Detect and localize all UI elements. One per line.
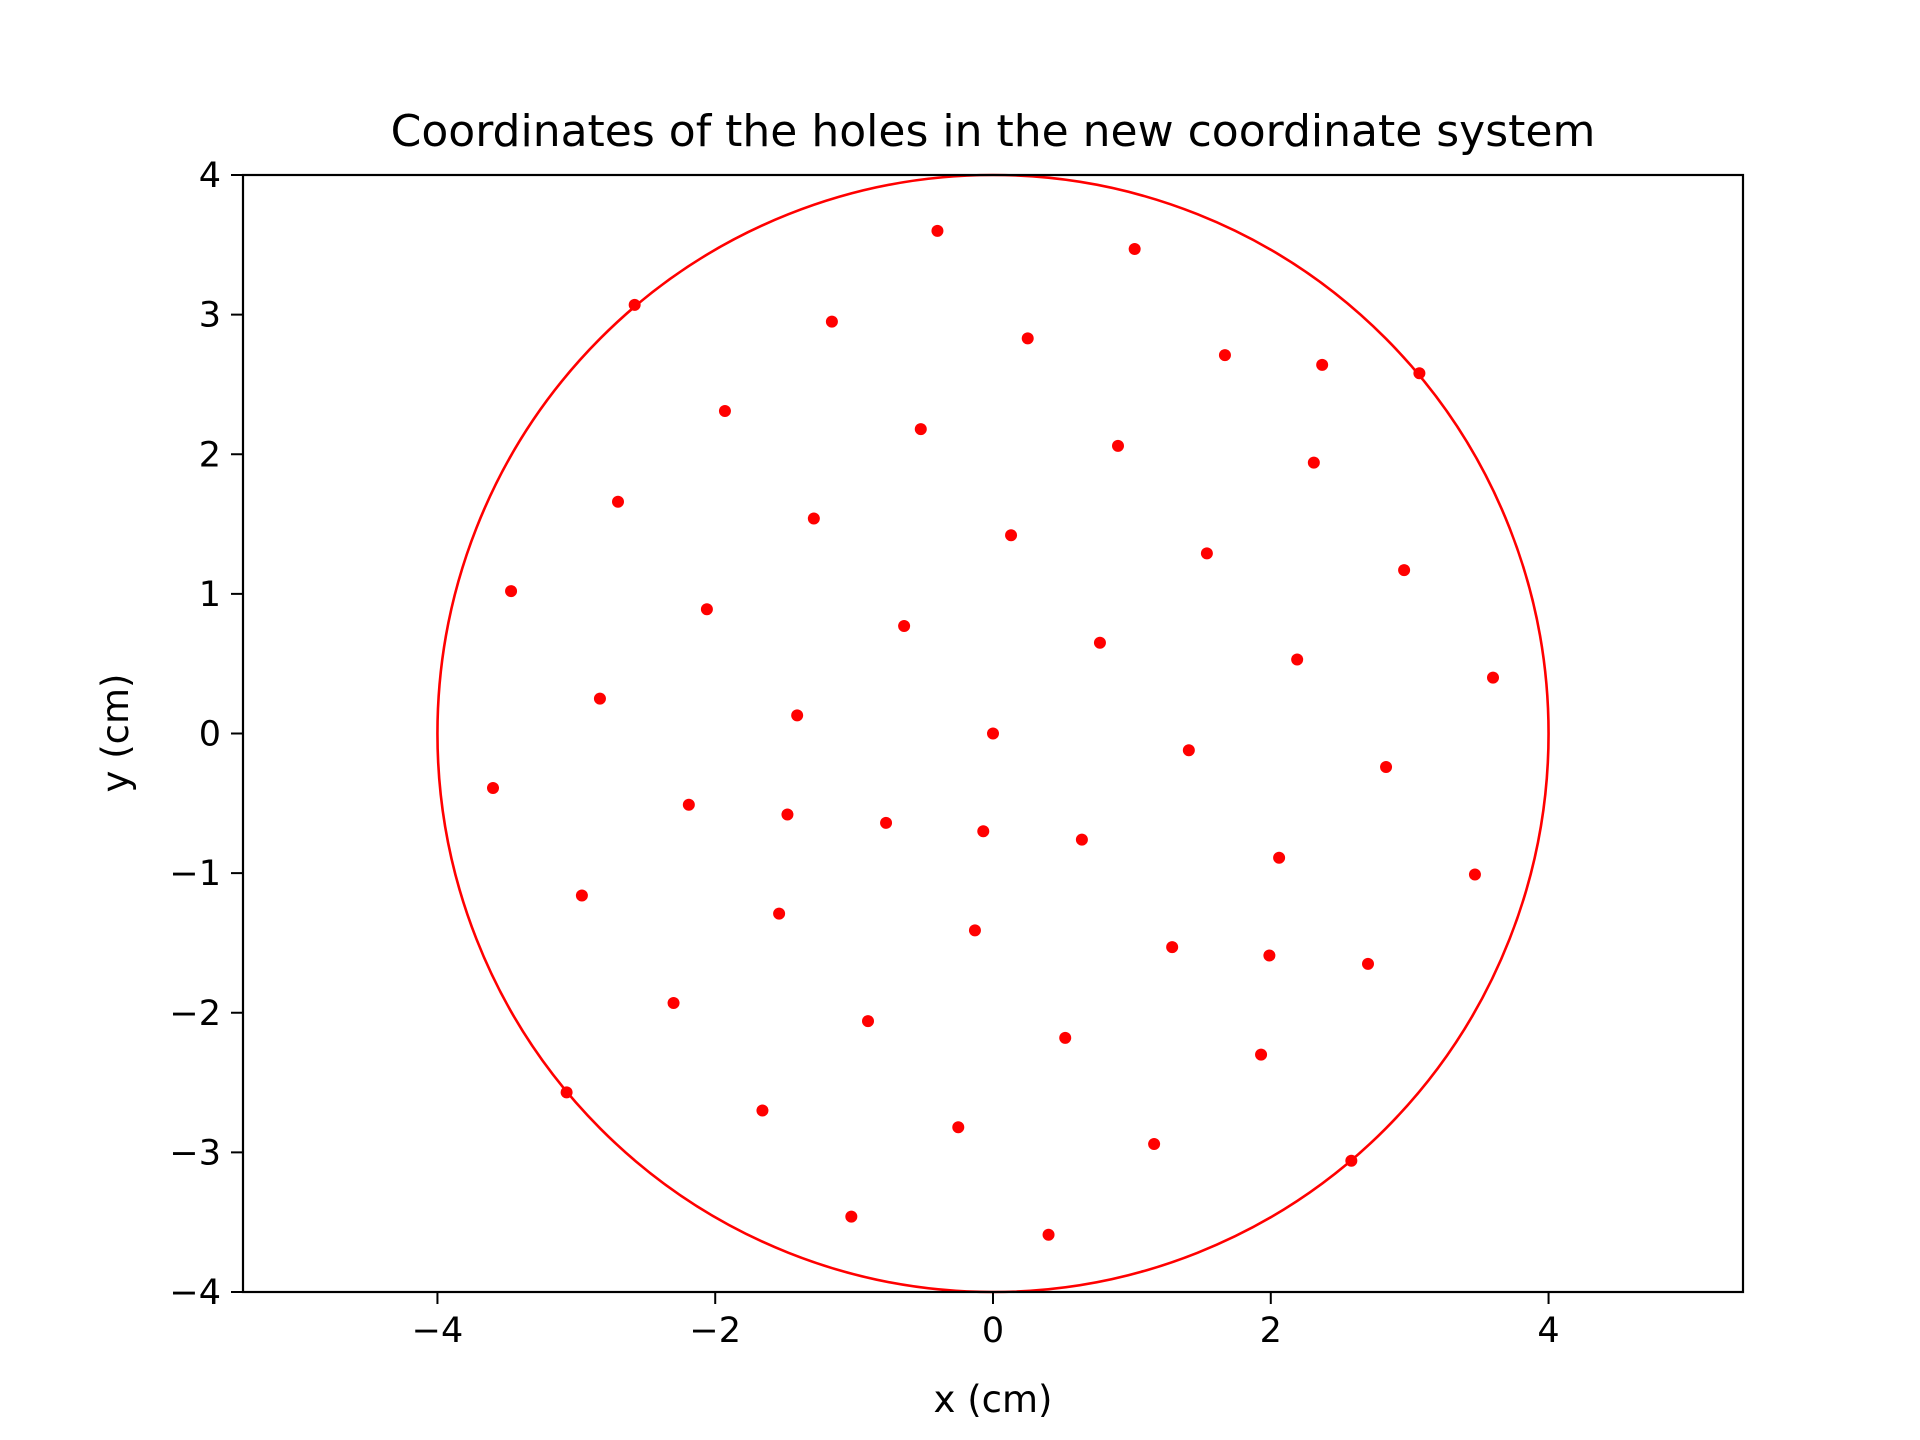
hole-point-7 (1413, 367, 1426, 380)
hole-point-22 (1487, 671, 1499, 684)
hole-point-43 (862, 1015, 874, 1028)
hole-point-18 (700, 603, 713, 616)
hole-point-26 (1182, 744, 1195, 757)
hole-point-13 (807, 512, 820, 525)
hole-point-9 (914, 423, 927, 436)
y-tick-label: 2 (199, 435, 221, 475)
x-axis: −4 −2 0 2 4 (412, 1292, 1560, 1351)
hole-point-27 (1380, 761, 1393, 774)
hole-point-51 (845, 1210, 858, 1223)
hole-point-41 (1362, 957, 1374, 970)
hole-point-45 (1255, 1048, 1268, 1061)
hole-point-15 (1200, 547, 1213, 560)
hole-point-10 (1112, 439, 1124, 452)
hole-point-28 (487, 781, 499, 794)
x-axis-label: x (cm) (934, 1378, 1053, 1421)
hole-point-30 (781, 808, 794, 821)
hole-point-40 (1263, 949, 1276, 962)
hole-point-34 (1273, 851, 1286, 864)
hole-point-39 (1166, 941, 1179, 954)
y-tick-label: 1 (199, 575, 221, 615)
hole-point-31 (880, 816, 893, 829)
hole-point-4 (1021, 332, 1034, 345)
hole-point-36 (575, 889, 588, 902)
hole-point-37 (773, 907, 786, 920)
x-tick-label: 2 (1260, 1311, 1282, 1351)
hole-point-21 (1291, 653, 1304, 666)
hole-point-19 (898, 619, 911, 632)
hole-point-12 (612, 495, 624, 508)
y-tick-label: 0 (199, 715, 221, 755)
x-tick-label: 4 (1537, 1311, 1559, 1351)
hole-point-25 (987, 727, 999, 740)
hole-point-42 (667, 996, 680, 1009)
hole-point-49 (1148, 1137, 1161, 1150)
y-tick-label: −4 (169, 1273, 221, 1313)
hole-point-1 (1128, 243, 1141, 256)
y-axis-label: y (cm) (94, 674, 137, 793)
hole-point-20 (1093, 636, 1106, 649)
hole-point-50 (1345, 1154, 1358, 1167)
y-tick-label: −1 (169, 854, 221, 894)
hole-point-44 (1059, 1031, 1072, 1044)
hole-point-16 (1398, 564, 1411, 577)
hole-point-47 (756, 1104, 769, 1117)
hole-point-14 (1005, 529, 1018, 542)
hole-point-3 (825, 315, 838, 328)
hole-point-5 (1218, 349, 1231, 362)
hole-point-38 (968, 924, 981, 937)
plot-area (436, 173, 1550, 1294)
y-tick-label: −2 (169, 994, 221, 1034)
hole-point-17 (505, 585, 518, 598)
y-tick-label: 4 (199, 156, 221, 196)
x-tick-label: 0 (982, 1311, 1004, 1351)
hole-point-29 (682, 798, 695, 811)
hole-point-11 (1307, 456, 1320, 469)
x-tick-label: −2 (689, 1311, 741, 1351)
hole-point-52 (1042, 1228, 1055, 1241)
hole-point-6 (1316, 358, 1329, 371)
hole-point-8 (718, 404, 731, 417)
hole-point-32 (977, 825, 990, 838)
hole-point-48 (952, 1121, 965, 1134)
hole-point-33 (1075, 833, 1088, 846)
hole-point-24 (791, 709, 804, 722)
hole-point-35 (1468, 868, 1481, 881)
y-tick-label: −3 (169, 1133, 221, 1173)
hole-point-23 (593, 692, 606, 705)
hole-point-2 (628, 298, 641, 311)
y-axis: −4 −3 −2 −1 0 1 2 3 4 (169, 156, 243, 1313)
hole-point-46 (560, 1086, 573, 1099)
x-tick-label: −4 (412, 1311, 464, 1351)
y-tick-label: 3 (199, 296, 221, 336)
hole-point-0 (931, 224, 944, 237)
chart-title: Coordinates of the holes in the new coor… (391, 106, 1596, 157)
